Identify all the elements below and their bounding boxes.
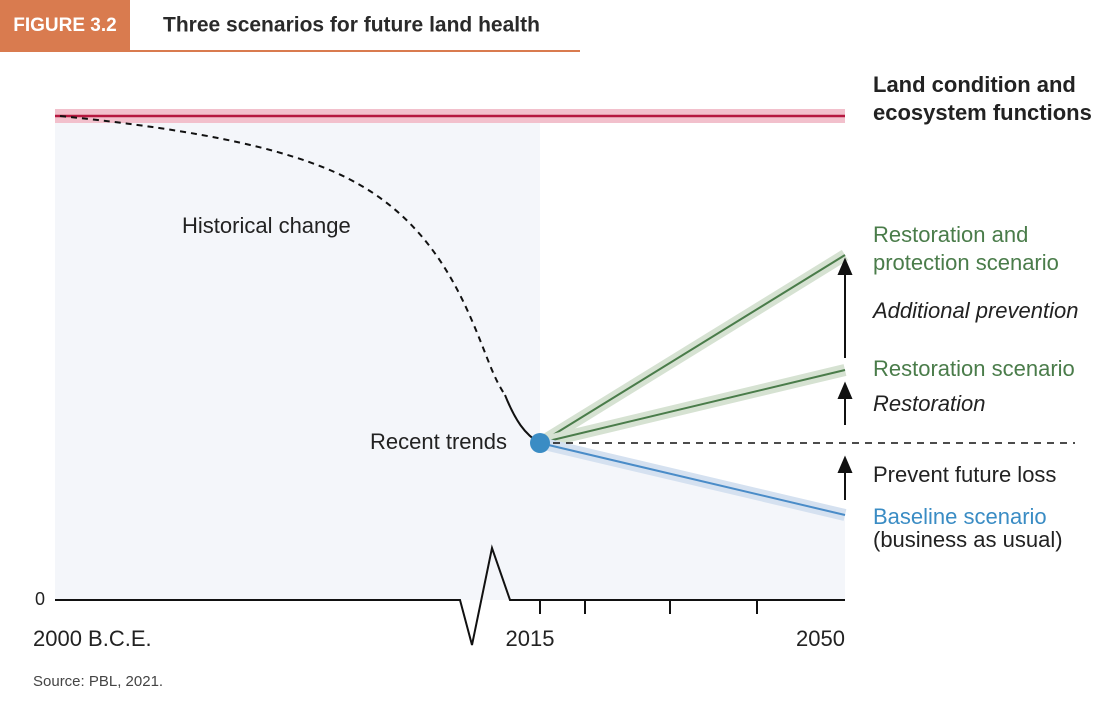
scenario-label: Restoration scenario [873,356,1075,381]
arrow-label: Additional prevention [871,298,1078,323]
top-label: Land condition and [873,72,1076,97]
axis-label: 2000 B.C.E. [33,626,152,651]
future-area [540,443,845,600]
figure-number: FIGURE 3.2 [13,15,116,36]
historical-label: Historical change [182,213,351,238]
baseline-line [539,442,846,516]
figure-badge [0,0,130,52]
restoration-line [539,369,846,444]
scenario-label: Restoration and [873,222,1028,247]
recent-label: Recent trends [370,429,507,454]
top-label: ecosystem functions [873,100,1092,125]
scenario-label: (business as usual) [873,527,1063,552]
axis-zero: 0 [35,589,45,609]
restoration-protection-line [539,254,846,444]
current-point [530,433,550,453]
axis-label: 2050 [796,626,845,651]
arrow-label: Restoration [873,391,986,416]
scenario-label: Baseline scenario [873,504,1047,529]
source: Source: PBL, 2021. [33,673,163,690]
arrow-label: Prevent future loss [873,462,1056,487]
scenario-label: protection scenario [873,250,1059,275]
figure-title: Three scenarios for future land health [163,14,540,37]
time-axis [55,544,845,646]
historical-curve [59,115,506,396]
axis-ticks [539,600,758,614]
arrows [837,257,853,500]
axis-label: 2015 [506,626,555,651]
historical-area [55,116,540,600]
